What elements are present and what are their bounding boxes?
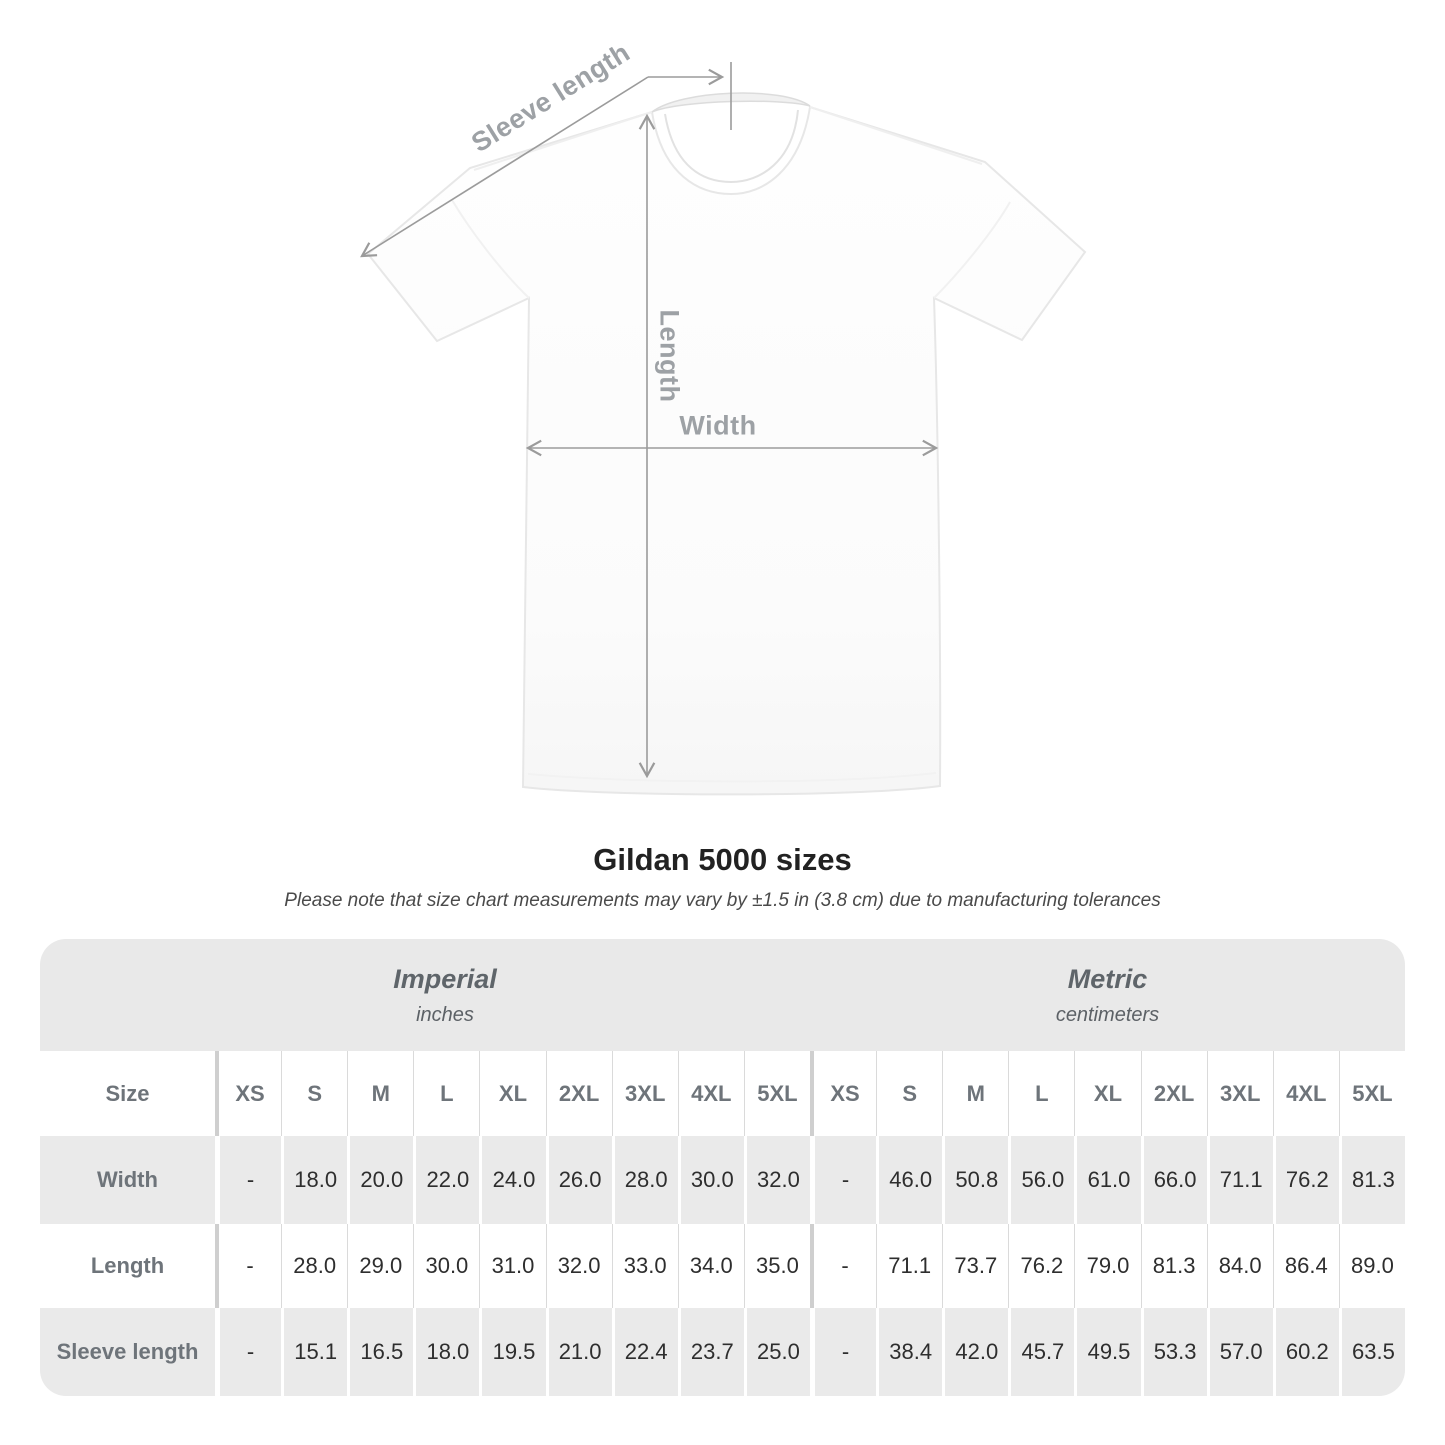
table-cell: 46.0 — [876, 1136, 943, 1224]
tshirt-silhouette — [366, 92, 1087, 796]
sleeve-length-line — [360, 76, 649, 258]
tshirt-collar-rib — [664, 109, 799, 184]
table-cell: 49.5 — [1074, 1308, 1141, 1396]
width-label: Width — [679, 410, 757, 441]
table-cell: 89.0 — [1338, 1224, 1405, 1308]
table-cell: 22.0 — [413, 1136, 480, 1224]
size-header: 3XL — [1206, 1051, 1273, 1136]
metric-group-header: Metric centimeters — [810, 939, 1405, 1051]
table-cell: 71.1 — [876, 1224, 942, 1308]
table-cell: 71.1 — [1206, 1136, 1273, 1224]
size-chart-table: Imperial inches Metric centimeters Size … — [40, 939, 1405, 1396]
size-header: S — [281, 1051, 347, 1136]
size-column-header: Size — [105, 1080, 150, 1106]
table-cell: 28.0 — [281, 1224, 347, 1308]
size-header: L — [1008, 1051, 1074, 1136]
table-cell: 76.2 — [1008, 1224, 1074, 1308]
table-cell: 16.5 — [347, 1308, 414, 1396]
table-cell: 42.0 — [942, 1308, 1009, 1396]
table-cell: 56.0 — [1008, 1136, 1075, 1224]
tshirt-collar-back — [651, 92, 811, 113]
size-header: 3XL — [611, 1051, 678, 1136]
length-label: Length — [654, 309, 685, 403]
table-cell: 25.0 — [743, 1308, 810, 1396]
size-header: XS — [810, 1051, 876, 1136]
size-header: 5XL — [743, 1051, 810, 1136]
measurement-lines — [360, 62, 939, 779]
size-header: M — [347, 1051, 413, 1136]
table-cell: 61.0 — [1074, 1136, 1141, 1224]
unit-group-row: Imperial inches Metric centimeters — [40, 939, 1405, 1051]
table-cell: 57.0 — [1206, 1308, 1273, 1396]
size-header: 4XL — [1272, 1051, 1339, 1136]
table-cell: 84.0 — [1206, 1224, 1273, 1308]
table-cell: 81.3 — [1338, 1136, 1405, 1224]
tolerance-note: Please note that size chart measurements… — [284, 890, 1161, 911]
table-row-width: Width - 18.0 20.0 22.0 24.0 26.0 28.0 30… — [40, 1136, 1405, 1224]
table-cell: 19.5 — [479, 1308, 546, 1396]
size-header: XL — [1074, 1051, 1140, 1136]
table-cell: - — [215, 1224, 281, 1308]
table-cell: - — [215, 1308, 282, 1396]
page-title: Gildan 5000 sizes — [593, 842, 852, 877]
table-cell: 38.4 — [876, 1308, 943, 1396]
table-row-sleeve-length: Sleeve length - 15.1 16.5 18.0 19.5 21.0… — [40, 1308, 1405, 1396]
table-cell: 32.0 — [545, 1224, 612, 1308]
row-label: Width — [40, 1136, 215, 1224]
table-cell: 15.1 — [281, 1308, 348, 1396]
table-cell: 63.5 — [1338, 1308, 1405, 1396]
table-cell: 30.0 — [677, 1136, 744, 1224]
table-cell: 30.0 — [413, 1224, 479, 1308]
table-cell: 76.2 — [1272, 1136, 1339, 1224]
table-cell: 86.4 — [1272, 1224, 1339, 1308]
table-cell: 35.0 — [743, 1224, 810, 1308]
table-cell: 29.0 — [347, 1224, 413, 1308]
table-cell: - — [810, 1136, 877, 1224]
table-cell: 53.3 — [1140, 1308, 1207, 1396]
table-cell: 24.0 — [479, 1136, 546, 1224]
table-cell: 81.3 — [1140, 1224, 1207, 1308]
table-cell: 18.0 — [281, 1136, 348, 1224]
table-cell: 22.4 — [611, 1308, 678, 1396]
table-cell: 33.0 — [611, 1224, 678, 1308]
table-cell: 21.0 — [545, 1308, 612, 1396]
row-label: Length — [90, 1253, 165, 1278]
size-header: 2XL — [1140, 1051, 1207, 1136]
imperial-unit-label: inches — [416, 1003, 474, 1026]
table-cell: 18.0 — [413, 1308, 480, 1396]
size-header: S — [876, 1051, 942, 1136]
table-cell: 45.7 — [1008, 1308, 1075, 1396]
metric-unit-label: centimeters — [1055, 1003, 1160, 1026]
table-cell: - — [810, 1308, 877, 1396]
imperial-label: Imperial — [393, 963, 497, 994]
table-cell: 31.0 — [479, 1224, 545, 1308]
size-diagram-figure: Sleeve length Length Width — [360, 37, 1087, 796]
table-cell: 20.0 — [347, 1136, 414, 1224]
table-cell: 73.7 — [942, 1224, 1008, 1308]
row-label: Sleeve length — [40, 1308, 215, 1396]
table-cell: 34.0 — [677, 1224, 744, 1308]
table-cell: 23.7 — [677, 1308, 744, 1396]
table-cell: 60.2 — [1272, 1308, 1339, 1396]
size-header-row: Size XS S M L XL 2XL 3XL 4XL 5XL XS S M … — [40, 1051, 1405, 1136]
table-cell: 26.0 — [545, 1136, 612, 1224]
table-cell: 50.8 — [942, 1136, 1009, 1224]
table-cell: - — [810, 1224, 876, 1308]
table-cell: 66.0 — [1140, 1136, 1207, 1224]
size-header: XL — [479, 1051, 545, 1136]
metric-label: Metric — [1067, 963, 1148, 994]
size-header: L — [413, 1051, 479, 1136]
imperial-group-header: Imperial inches — [40, 939, 810, 1051]
table-row-length: Length - 28.0 29.0 30.0 31.0 32.0 33.0 3… — [40, 1224, 1405, 1308]
size-header: 5XL — [1338, 1051, 1405, 1136]
tshirt-image — [360, 62, 1087, 796]
size-header: M — [942, 1051, 1008, 1136]
size-header: 4XL — [677, 1051, 744, 1136]
table-cell: 28.0 — [611, 1136, 678, 1224]
table-cell: - — [215, 1136, 282, 1224]
size-header: 2XL — [545, 1051, 612, 1136]
table-cell: 79.0 — [1074, 1224, 1140, 1308]
table-cell: 32.0 — [743, 1136, 810, 1224]
size-header: XS — [215, 1051, 281, 1136]
